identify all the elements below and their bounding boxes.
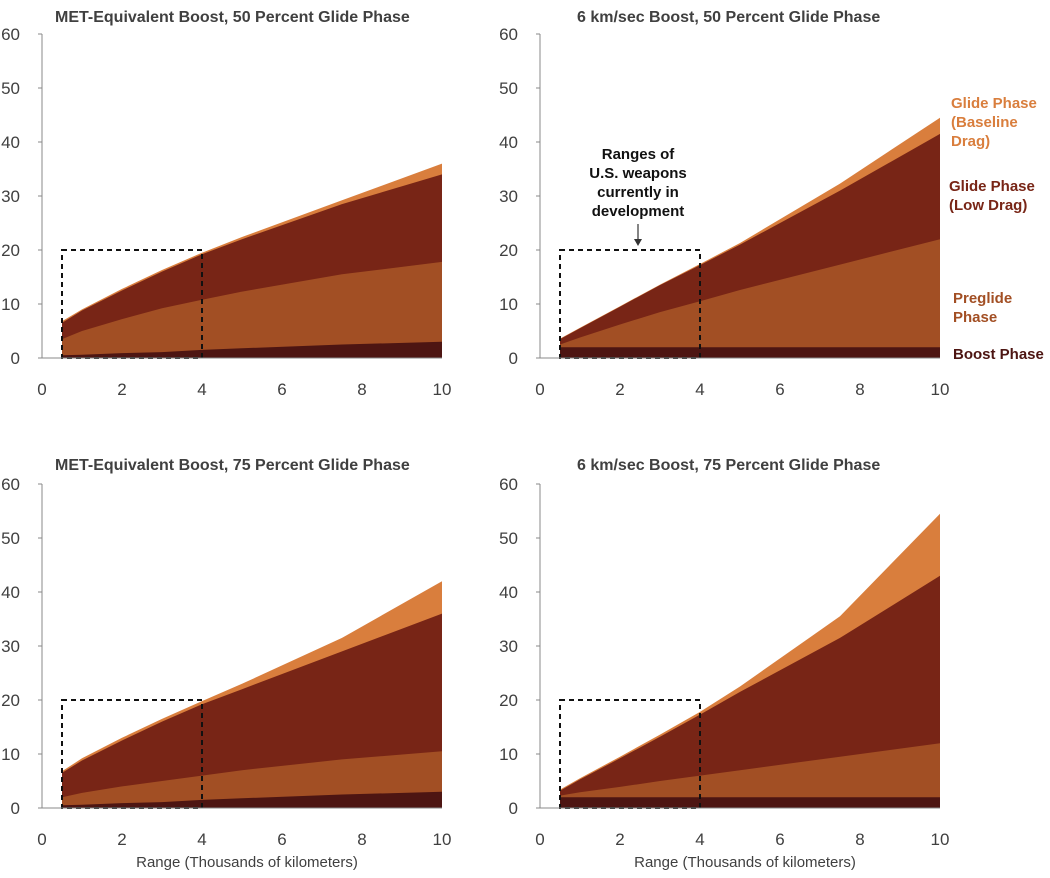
x-tick-label: 8	[357, 830, 366, 849]
annotation-line: Ranges of	[602, 146, 676, 163]
legend-line: (Low Drag)	[949, 197, 1027, 214]
legend-entry-boost: Boost Phase	[953, 346, 1044, 363]
x-tick-label: 2	[117, 380, 126, 399]
legend-line: (Baseline	[951, 114, 1018, 131]
legend-entry-glide-baseline: Glide Phase (Baseline Drag)	[951, 95, 1037, 150]
x-tick-label: 6	[277, 380, 286, 399]
y-tick-label: 60	[1, 25, 20, 44]
legend: Glide Phase (Baseline Drag) Glide Phase (Low…	[949, 95, 1044, 363]
y-tick-label: 10	[1, 745, 20, 764]
x-tick-label: 4	[695, 380, 704, 399]
y-tick-label: 0	[11, 799, 20, 818]
legend-line: Glide Phase	[951, 95, 1037, 112]
area-boost	[62, 341, 442, 358]
y-tick-label: 20	[499, 241, 518, 260]
y-tick-label: 50	[1, 529, 20, 548]
y-tick-label: 50	[1, 79, 20, 98]
y-tick-label: 20	[499, 691, 518, 710]
y-tick-label: 0	[11, 349, 20, 368]
legend-entry-preglide: Preglide Phase	[953, 290, 1012, 326]
area-preglide	[560, 239, 940, 358]
x-tick-label: 10	[433, 830, 452, 849]
x-tick-label: 2	[117, 830, 126, 849]
legend-line: Phase	[953, 309, 997, 326]
y-tick-label: 10	[1, 295, 20, 314]
area-preglide	[560, 743, 940, 808]
y-tick-label: 30	[1, 187, 20, 206]
x-tick-label: 6	[775, 830, 784, 849]
x-axis-label: Range (Thousands of kilometers)	[634, 854, 856, 871]
y-tick-label: 60	[1, 475, 20, 494]
chart-title: MET-Equivalent Boost, 75 Percent Glide P…	[55, 457, 410, 474]
y-tick-label: 30	[499, 187, 518, 206]
y-tick-label: 30	[499, 637, 518, 656]
y-tick-label: 0	[509, 799, 518, 818]
area-boost	[62, 791, 442, 808]
annotation-text: Ranges of U.S. weapons currently in develop…	[589, 146, 687, 220]
x-tick-label: 6	[277, 830, 286, 849]
legend-line: Preglide	[953, 290, 1012, 307]
x-tick-label: 8	[357, 380, 366, 399]
y-tick-label: 20	[1, 241, 20, 260]
x-tick-label: 4	[695, 830, 704, 849]
x-tick-label: 0	[37, 380, 46, 399]
x-tick-label: 10	[433, 380, 452, 399]
chart-title: MET-Equivalent Boost, 50 Percent Glide P…	[55, 9, 410, 26]
y-tick-label: 0	[509, 349, 518, 368]
chart-title: 6 km/sec Boost, 75 Percent Glide Phase	[577, 457, 880, 474]
chart-panel: MET-Equivalent Boost, 75 Percent Glide P…	[1, 457, 451, 871]
x-tick-label: 0	[535, 830, 544, 849]
y-tick-label: 40	[1, 583, 20, 602]
chart-panel: 6 km/sec Boost, 50 Percent Glide Phase 0 1…	[499, 9, 949, 399]
y-tick-label: 10	[499, 295, 518, 314]
legend-line: Glide Phase	[949, 178, 1035, 195]
legend-line: Boost Phase	[953, 346, 1044, 363]
area-boost	[560, 347, 940, 358]
annotation-arrowhead	[634, 239, 642, 246]
x-tick-label: 10	[931, 830, 950, 849]
legend-line: Drag)	[951, 133, 990, 150]
annotation-line: development	[592, 203, 685, 220]
area-preglide	[62, 751, 442, 808]
y-tick-label: 40	[499, 133, 518, 152]
annotation-line: currently in	[597, 184, 679, 201]
x-tick-label: 6	[775, 380, 784, 399]
y-tick-label: 10	[499, 745, 518, 764]
y-tick-label: 50	[499, 79, 518, 98]
area-boost	[560, 797, 940, 808]
y-tick-label: 30	[1, 637, 20, 656]
annotation-line: U.S. weapons	[589, 165, 687, 182]
x-tick-label: 0	[37, 830, 46, 849]
chart-panel: 6 km/sec Boost, 75 Percent Glide Phase 0 1…	[499, 457, 949, 871]
x-tick-label: 8	[855, 830, 864, 849]
y-tick-label: 60	[499, 25, 518, 44]
legend-entry-glide-low: Glide Phase (Low Drag)	[949, 178, 1035, 214]
y-tick-label: 20	[1, 691, 20, 710]
y-tick-label: 60	[499, 475, 518, 494]
y-tick-label: 40	[1, 133, 20, 152]
x-tick-label: 8	[855, 380, 864, 399]
x-tick-label: 4	[197, 380, 206, 399]
x-tick-label: 4	[197, 830, 206, 849]
x-tick-label: 10	[931, 380, 950, 399]
y-tick-label: 50	[499, 529, 518, 548]
y-tick-label: 40	[499, 583, 518, 602]
x-axis-label: Range (Thousands of kilometers)	[136, 854, 358, 871]
area-preglide	[62, 261, 442, 358]
x-tick-label: 2	[615, 380, 624, 399]
area-glide-low	[560, 575, 940, 808]
annotation: Ranges of U.S. weapons currently in develop…	[589, 146, 687, 246]
chart-panel: MET-Equivalent Boost, 50 Percent Glide P…	[1, 9, 451, 399]
chart-title: 6 km/sec Boost, 50 Percent Glide Phase	[577, 9, 880, 26]
x-tick-label: 0	[535, 380, 544, 399]
x-tick-label: 2	[615, 830, 624, 849]
